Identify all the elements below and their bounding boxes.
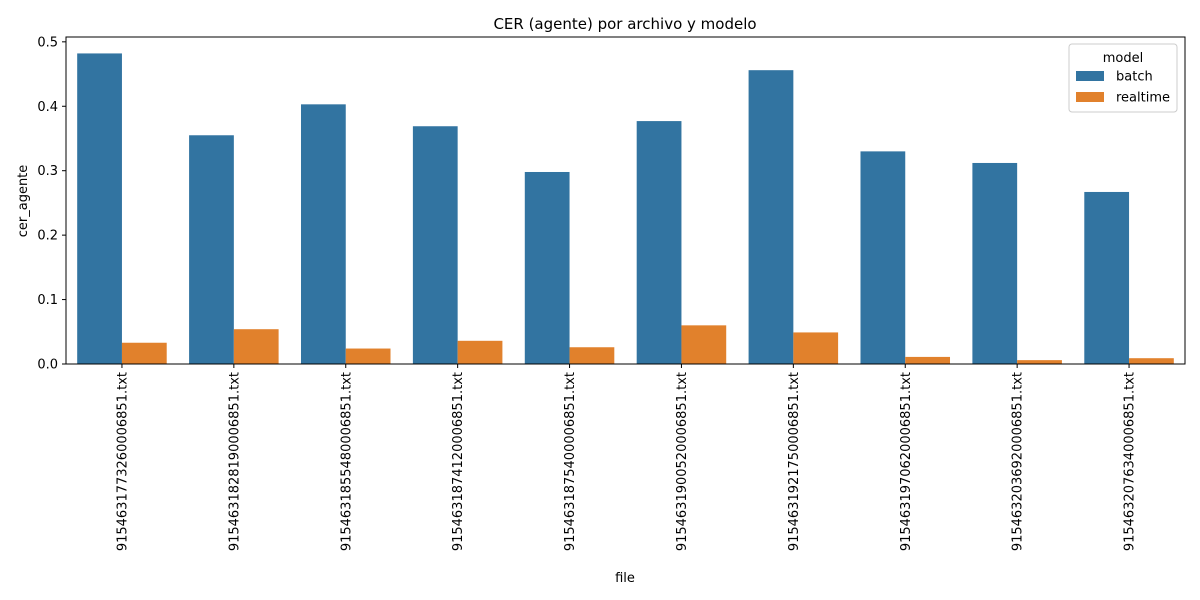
y-tick-label: 0.2 [37,229,58,244]
legend-label-realtime: realtime [1116,91,1170,106]
bar-realtime [1129,358,1174,364]
bar-batch [860,151,906,364]
bar-batch [748,70,794,364]
y-tick-label: 0.4 [37,100,58,115]
x-axis-label: file [615,571,635,586]
bar-batch [636,121,682,364]
chart-title: CER (agente) por archivo y modelo [493,15,756,33]
bar-realtime [457,340,503,364]
bar-realtime [233,329,279,364]
bar-batch [1084,191,1130,364]
bar-batch [972,162,1018,364]
bar-batch [412,126,458,365]
x-tick-label: 9154631855480006851.txt [339,372,354,551]
y-tick-label: 0.5 [37,35,58,50]
x-tick-label: 9154631773260006851.txt [115,372,130,551]
x-tick-label: 9154632076340006851.txt [1123,372,1138,551]
bar-batch [524,171,570,364]
y-tick-label: 0.3 [37,164,58,179]
x-tick-label: 9154631875400006851.txt [563,372,578,551]
bar-batch [189,135,234,364]
bar-realtime [793,332,839,364]
x-tick-label: 9154632036920006851.txt [1011,372,1026,551]
legend-swatch-realtime [1076,92,1104,102]
x-tick-label: 9154631900520006851.txt [675,372,690,551]
bar-realtime [681,325,727,364]
bar-realtime [1017,360,1062,364]
y-tick-label: 0.0 [37,358,58,373]
bar-realtime [345,348,391,364]
legend-title: model [1103,51,1143,66]
bar-batch [300,104,346,364]
bar-realtime [905,356,951,364]
plot-area: 0.0 0.1 0.2 0.3 0.4 0.5 9154631773260006851.tx… [37,35,1186,551]
legend-label-batch: batch [1116,70,1153,85]
legend: model batch realtime [1068,43,1178,113]
x-tick-label: 9154631828190006851.txt [227,372,242,551]
bar-batch [77,53,122,364]
axes-frame [65,36,1186,365]
x-tick-label: 9154631874120006851.txt [451,372,466,551]
bar-realtime [121,342,167,364]
x-tick-label: 9154631970620006851.txt [899,372,914,551]
y-tick-label: 0.1 [37,293,58,308]
x-tick-label: 9154631921750006851.txt [787,372,802,551]
bar-realtime [569,347,615,364]
y-axis-label: cer_agente [16,165,31,238]
legend-swatch-batch [1076,71,1104,81]
